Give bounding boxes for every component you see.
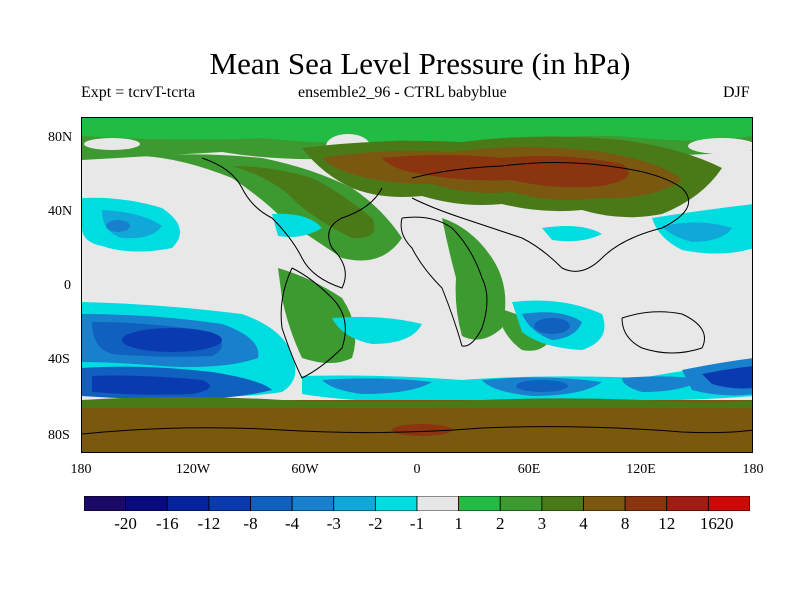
lat-label-40s: 40S bbox=[48, 352, 70, 367]
lon-label-120w: 120W bbox=[175, 462, 211, 477]
colorbar-label: -4 bbox=[285, 514, 300, 533]
colorbar-label: -1 bbox=[409, 514, 425, 533]
lon-label-0: 0 bbox=[413, 462, 421, 477]
ensemble-label: ensemble2_96 - CTRL babyblue bbox=[298, 84, 507, 101]
colorbar-label: -2 bbox=[368, 514, 383, 533]
lon-label-180w: 180 bbox=[70, 462, 92, 477]
colorbar-label: 1 bbox=[454, 514, 463, 533]
colorbar-swatch bbox=[499, 496, 543, 511]
pressure-map bbox=[81, 117, 753, 453]
colorbar-label: 16 bbox=[699, 514, 717, 533]
lon-label-60w: 60W bbox=[291, 462, 319, 477]
colorbar-swatch bbox=[333, 496, 376, 511]
lon-label-60e: 60E bbox=[517, 462, 541, 477]
colorbar-swatch bbox=[583, 496, 626, 511]
colorbar-swatch bbox=[707, 496, 750, 511]
colorbar-swatch bbox=[166, 496, 210, 511]
colorbar-swatch bbox=[416, 496, 460, 511]
map-svg bbox=[82, 118, 752, 452]
lon-label-180e: 180 bbox=[742, 462, 764, 477]
colorbar bbox=[84, 496, 750, 511]
colorbar-label: -12 bbox=[197, 514, 221, 533]
lon-label-120e: 120E bbox=[626, 462, 656, 477]
colorbar-swatch bbox=[208, 496, 251, 511]
colorbar-label: -8 bbox=[243, 514, 258, 533]
colorbar-label: 8 bbox=[620, 514, 630, 533]
colorbar-swatch bbox=[666, 496, 709, 511]
lat-label-80s: 80S bbox=[48, 428, 70, 443]
lat-label-0: 0 bbox=[64, 278, 71, 293]
season-label: DJF bbox=[723, 84, 750, 101]
colorbar-label: -16 bbox=[155, 514, 179, 533]
colorbar-swatch bbox=[458, 496, 501, 511]
colorbar-swatch bbox=[84, 496, 127, 511]
colorbar-label: -20 bbox=[114, 514, 137, 533]
colorbar-swatch bbox=[624, 496, 668, 511]
colorbar-swatch bbox=[291, 496, 335, 511]
colorbar-label: 3 bbox=[537, 514, 547, 533]
experiment-label: Expt = tcrvT-tcrta bbox=[81, 84, 196, 101]
colorbar-label: 4 bbox=[579, 514, 588, 533]
plot-title: Mean Sea Level Pressure (in hPa) bbox=[209, 46, 631, 81]
colorbar-swatch bbox=[125, 496, 168, 511]
lat-label-80n: 80N bbox=[48, 130, 73, 145]
colorbar-label: 12 bbox=[658, 514, 676, 533]
colorbar-swatch bbox=[541, 496, 584, 511]
lat-label-40n: 40N bbox=[48, 204, 73, 219]
colorbar-label: 20 bbox=[716, 514, 734, 533]
colorbar-swatch bbox=[250, 496, 293, 511]
colorbar-swatch bbox=[374, 496, 418, 511]
colorbar-label: -3 bbox=[326, 514, 341, 533]
colorbar-label: 2 bbox=[496, 514, 505, 533]
